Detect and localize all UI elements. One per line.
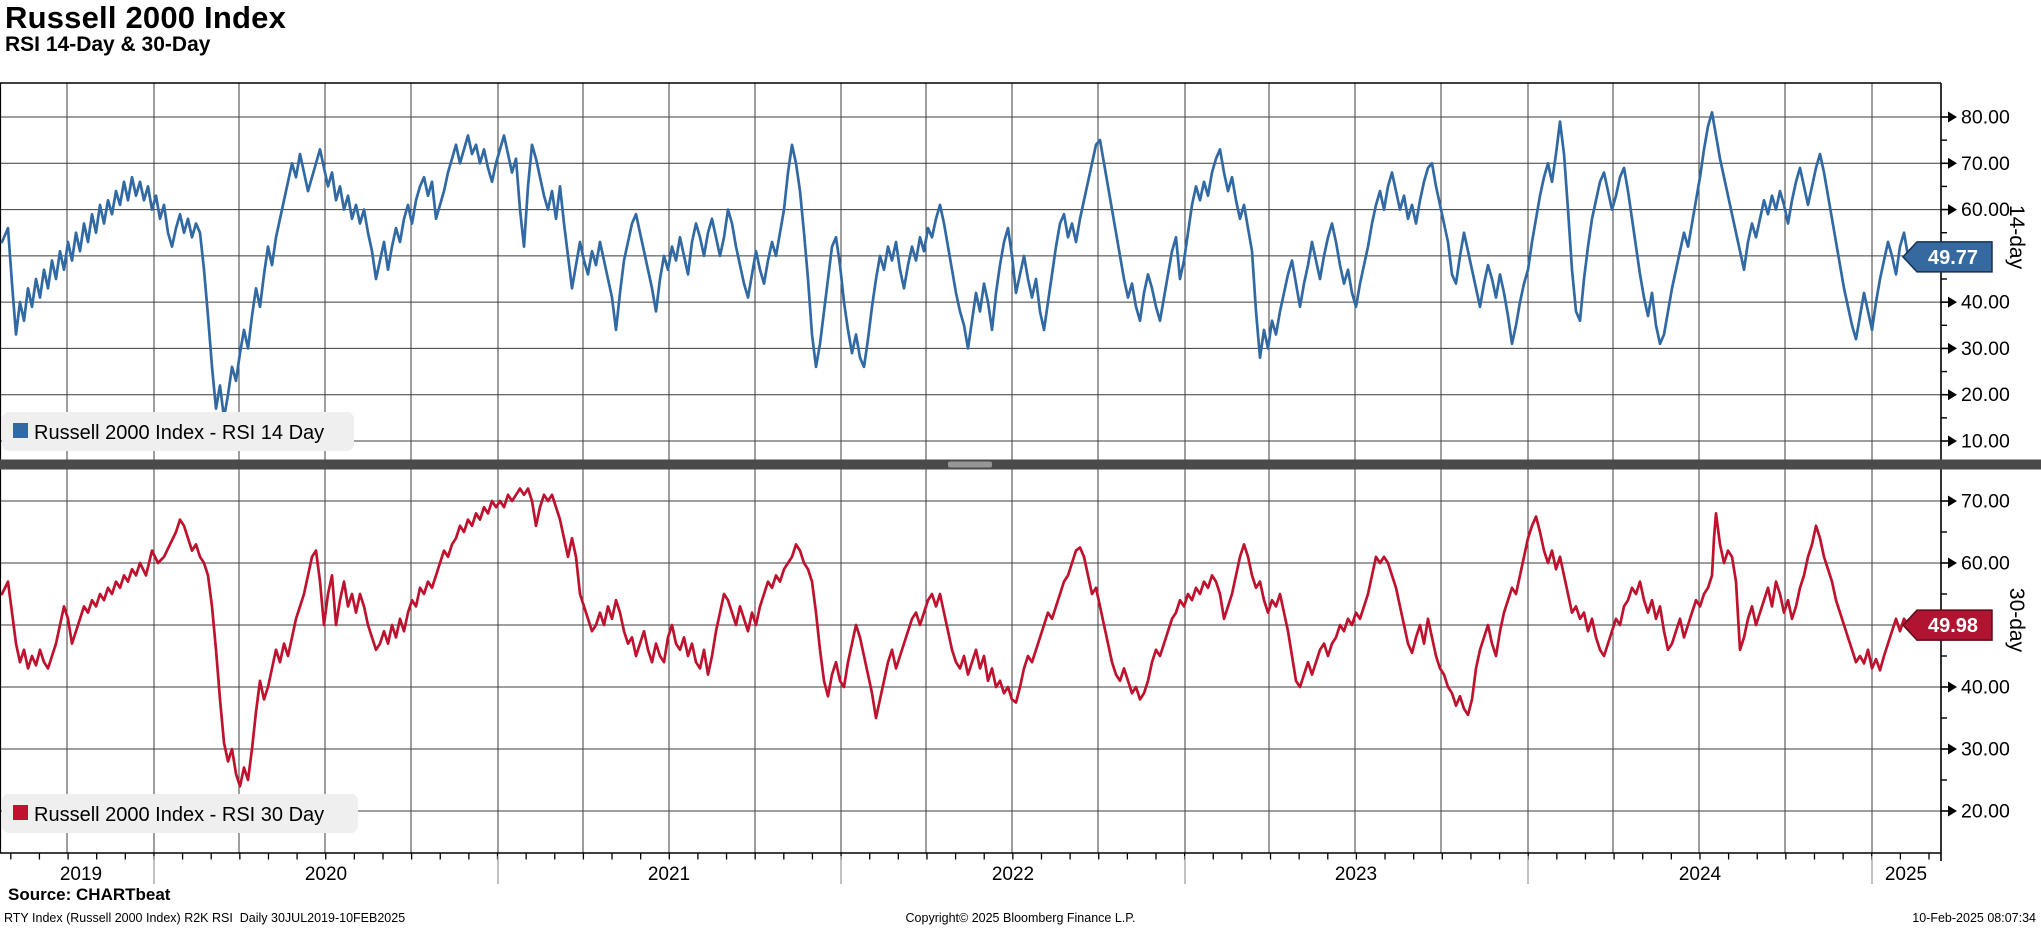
legend-rsi-30-day[interactable]: Russell 2000 Index - RSI 30 Day [2, 794, 358, 833]
svg-text:40.00: 40.00 [1961, 292, 2010, 314]
svg-text:70.00: 70.00 [1961, 491, 2010, 513]
svg-text:2020: 2020 [305, 864, 347, 885]
svg-text:2023: 2023 [1335, 864, 1377, 885]
footer-copyright: Copyright© 2025 Bloomberg Finance L.P. [905, 911, 1136, 925]
badge30-arrow-icon [1901, 609, 1993, 641]
badge30-value: 49.98 [1928, 615, 1978, 637]
footer-timestamp: 10-Feb-2025 08:07:34 [1912, 911, 2036, 925]
series-lines [0, 111, 1912, 788]
legend-rsi30-label: Russell 2000 Index - RSI 30 Day [34, 804, 324, 826]
rsi30-line [0, 487, 1912, 788]
svg-text:2022: 2022 [992, 864, 1034, 885]
svg-text:10.00: 10.00 [1961, 431, 2010, 453]
svg-text:80.00: 80.00 [1961, 107, 2010, 129]
svg-text:40.00: 40.00 [1961, 677, 2010, 699]
badge14-value: 49.77 [1928, 247, 1978, 269]
rsi30-swatch-icon [13, 805, 28, 820]
svg-text:30.00: 30.00 [1961, 739, 2010, 761]
grid-lines [0, 83, 1941, 853]
footer-security-info: RTY Index (Russell 2000 Index) R2K RSI D… [4, 911, 406, 925]
svg-text:20.00: 20.00 [1961, 801, 2010, 823]
legend-rsi14-label: Russell 2000 Index - RSI 14 Day [34, 422, 324, 444]
svg-text:60.00: 60.00 [1961, 199, 2010, 221]
svg-text:2024: 2024 [1679, 864, 1722, 885]
page-title: Russell 2000 Index [5, 0, 287, 35]
y-axis-title-14day: 14-day [2005, 205, 2028, 270]
panel-borders [0, 82, 1942, 861]
page-subtitle: RSI 14-Day & 30-Day [5, 33, 211, 56]
y-axis-title-30day: 30-day [2005, 588, 2028, 653]
rsi14-line [0, 111, 1912, 420]
svg-text:30.00: 30.00 [1961, 338, 2010, 360]
last-value-badge-rsi30: 49.98 [1901, 609, 1993, 641]
panel-divider[interactable] [0, 459, 2041, 470]
source-label: Source: CHARTbeat [8, 885, 171, 904]
x-axis-ticks: 2019 2020 2021 2022 2023 2024 2025 [10, 853, 1930, 885]
svg-text:70.00: 70.00 [1961, 153, 2010, 175]
y-axis-ticks: 80.00 70.00 60.00 40.00 30.00 20.00 10.00 70.00… [1941, 107, 2010, 823]
rsi14-swatch-icon [13, 423, 28, 438]
svg-text:2019: 2019 [60, 864, 102, 885]
svg-text:60.00: 60.00 [1961, 553, 2010, 575]
panel-divider-handle-icon[interactable] [948, 461, 992, 468]
badge14-arrow-icon [1901, 241, 1993, 273]
svg-text:2021: 2021 [648, 864, 690, 885]
svg-text:20.00: 20.00 [1961, 384, 2010, 406]
svg-text:2025: 2025 [1885, 864, 1927, 885]
legend-rsi-14-day[interactable]: Russell 2000 Index - RSI 14 Day [2, 412, 354, 451]
last-value-badge-rsi14: 49.77 [1901, 241, 1993, 273]
